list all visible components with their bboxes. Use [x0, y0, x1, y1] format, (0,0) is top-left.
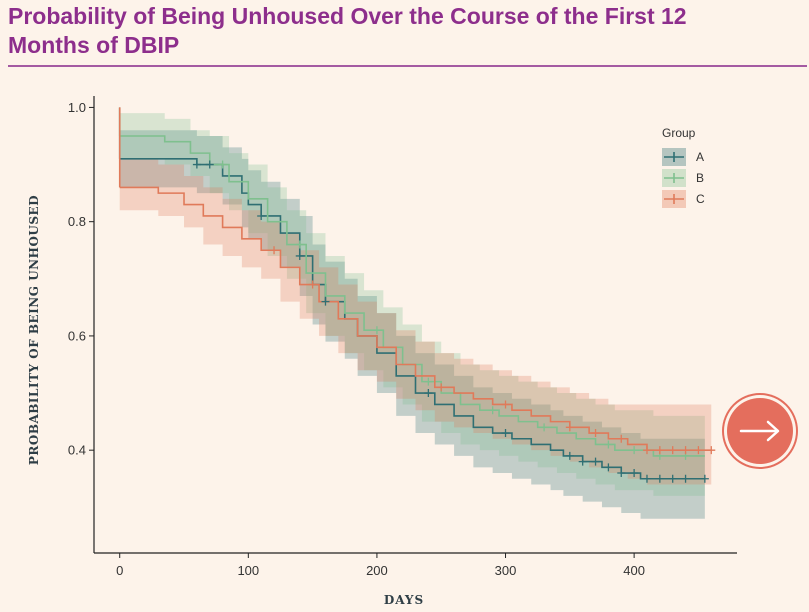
censor-mark-B [540, 423, 549, 432]
censor-mark-B [630, 446, 639, 455]
y-tick-label: 0.6 [68, 328, 86, 343]
censor-mark-B [488, 406, 497, 415]
censor-mark-A [321, 297, 330, 306]
censor-mark-C [707, 446, 716, 455]
censor-mark-A [578, 457, 587, 466]
censor-mark-A [192, 160, 201, 169]
x-tick-label: 400 [623, 563, 645, 578]
censor-mark-C [501, 400, 510, 409]
arrow-right-icon [739, 420, 780, 442]
page-title: Probability of Being Unhoused Over the C… [8, 3, 687, 58]
title-divider [8, 65, 807, 67]
line-C [119, 186, 712, 451]
censor-mark-A [681, 474, 690, 483]
y-axis-label: PROBABILITY OF BEING UNHOUSED [27, 195, 41, 465]
x-tick-label: 100 [237, 563, 259, 578]
censor-mark-A [591, 457, 600, 466]
censor-mark-C [617, 434, 626, 443]
censor-mark-A [205, 160, 214, 169]
x-axis-label: DAYS [384, 593, 424, 607]
censor-mark-A [501, 429, 510, 438]
band-B [119, 113, 705, 496]
censor-mark-A [257, 211, 266, 220]
legend-key-C [664, 194, 684, 204]
y-tick-label: 1.0 [68, 100, 86, 115]
censor-mark-C [308, 280, 317, 289]
censor-mark-A [604, 463, 613, 472]
censor-mark-C [694, 446, 703, 455]
y-tick-label: 0.4 [68, 443, 86, 458]
censor-mark-C [591, 429, 600, 438]
censor-mark-B [424, 377, 433, 386]
censor-mark-C [655, 446, 664, 455]
censor-mark-B [218, 160, 227, 169]
censor-marks [192, 160, 716, 483]
censor-mark-A [424, 389, 433, 398]
censor-mark-A [617, 469, 626, 478]
x-tick-label: 300 [495, 563, 517, 578]
legend-title: Group [662, 126, 696, 140]
confidence-bands [119, 113, 712, 519]
censor-mark-A [630, 469, 639, 478]
x-tick-label: 200 [366, 563, 388, 578]
legend-label-A: A [696, 150, 704, 164]
censor-mark-A [565, 451, 574, 460]
censor-mark-C [668, 446, 677, 455]
legend-label-B: B [696, 171, 704, 185]
next-button[interactable] [727, 398, 793, 464]
censor-mark-C [565, 423, 574, 432]
legend-key-A [664, 152, 684, 162]
y-tick-label: 0.8 [68, 214, 86, 229]
legend-label-C: C [696, 192, 705, 206]
censor-mark-B [295, 240, 304, 249]
axes: 0 100 200 300 400 0.4 0.6 0.8 1.0 [68, 96, 737, 578]
line-B [119, 135, 705, 457]
censor-mark-A [668, 474, 677, 483]
censor-mark-B [604, 440, 613, 449]
censor-mark-C [681, 446, 690, 455]
censor-mark-B [372, 326, 381, 335]
survival-lines [118, 107, 712, 480]
x-tick-label: 0 [116, 563, 123, 578]
censor-mark-A [655, 474, 664, 483]
legend-key-B [664, 173, 684, 183]
censor-mark-C [270, 246, 279, 255]
censor-mark-A [700, 474, 709, 483]
band-C [119, 158, 712, 485]
censor-mark-A [642, 474, 651, 483]
censor-mark-A [295, 251, 304, 260]
censor-mark-C [437, 383, 446, 392]
censor-mark-C [642, 446, 651, 455]
